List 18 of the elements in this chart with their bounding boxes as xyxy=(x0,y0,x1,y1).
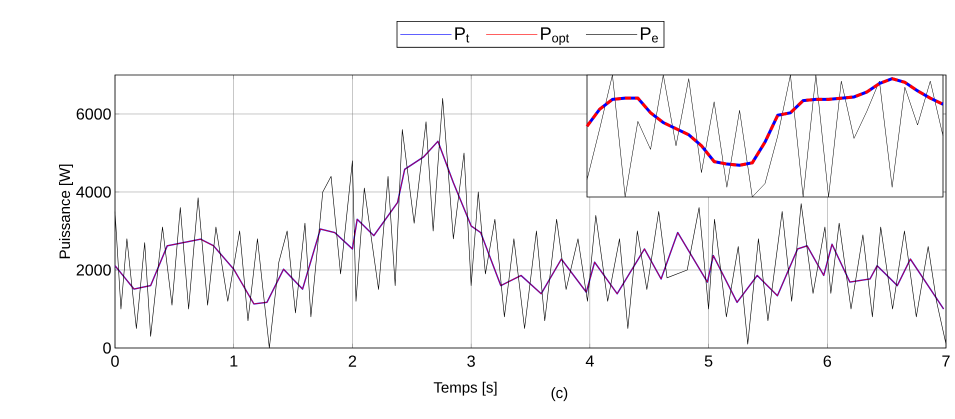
x-tick-label: 4 xyxy=(586,356,594,367)
legend-label: P$_{t}$ xyxy=(455,27,470,42)
y-tick-label: 4000 xyxy=(76,186,111,198)
x-tick-label: 1 xyxy=(230,356,238,367)
y-tick-label: 2000 xyxy=(76,264,111,276)
x-tick-label: 2 xyxy=(348,356,356,367)
legend-label: P$_{opt}$ xyxy=(541,27,570,45)
x-tick-label: 0 xyxy=(111,356,119,367)
y-axis-title: Puissance [W] xyxy=(59,164,74,258)
x-tick-label: 5 xyxy=(704,356,712,367)
x-tick-label: 6 xyxy=(824,356,832,367)
y-tick-label: 6000 xyxy=(76,108,111,120)
legend-label: P$_{e}$ xyxy=(640,27,658,43)
x-tick-label: 7 xyxy=(942,356,950,367)
y-tick-label: 0 xyxy=(103,342,111,354)
x-tick-label: 3 xyxy=(467,356,475,367)
text: (c) xyxy=(552,387,568,402)
x-axis-title: Temps [s] xyxy=(434,382,496,396)
